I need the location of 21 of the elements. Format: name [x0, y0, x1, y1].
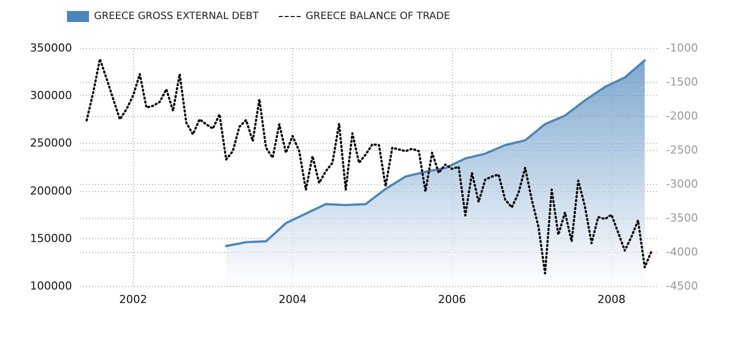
y2-tick-label: -3500: [666, 212, 698, 224]
y-tick-label: 300000: [30, 89, 72, 102]
y2-tick-label: -2000: [666, 110, 698, 122]
x-tick-label: 2006: [438, 293, 466, 306]
y-tick-label: 350000: [30, 42, 72, 54]
y2-tick-label: -1500: [666, 76, 698, 88]
x-tick-label: 2008: [597, 293, 626, 306]
x-tick-label: 2002: [119, 293, 148, 306]
legend-label: GREECE BALANCE OF TRADE: [306, 11, 450, 22]
y2-tick-label: -4000: [666, 246, 698, 258]
legend-label: GREECE GROSS EXTERNAL DEBT: [94, 11, 260, 22]
y2-tick-label: -1000: [666, 42, 698, 54]
y-tick-label: 150000: [30, 232, 72, 245]
y2-tick-label: -4500: [666, 280, 698, 292]
y2-tick-label: -2500: [666, 144, 698, 156]
y-tick-label: 200000: [30, 184, 72, 198]
line-series: [86, 58, 652, 274]
x-tick-label: 2004: [278, 293, 307, 306]
y-tick-label: 250000: [30, 136, 72, 150]
y-tick-label: 100000: [30, 280, 72, 292]
y2-tick-label: -3000: [666, 178, 698, 190]
